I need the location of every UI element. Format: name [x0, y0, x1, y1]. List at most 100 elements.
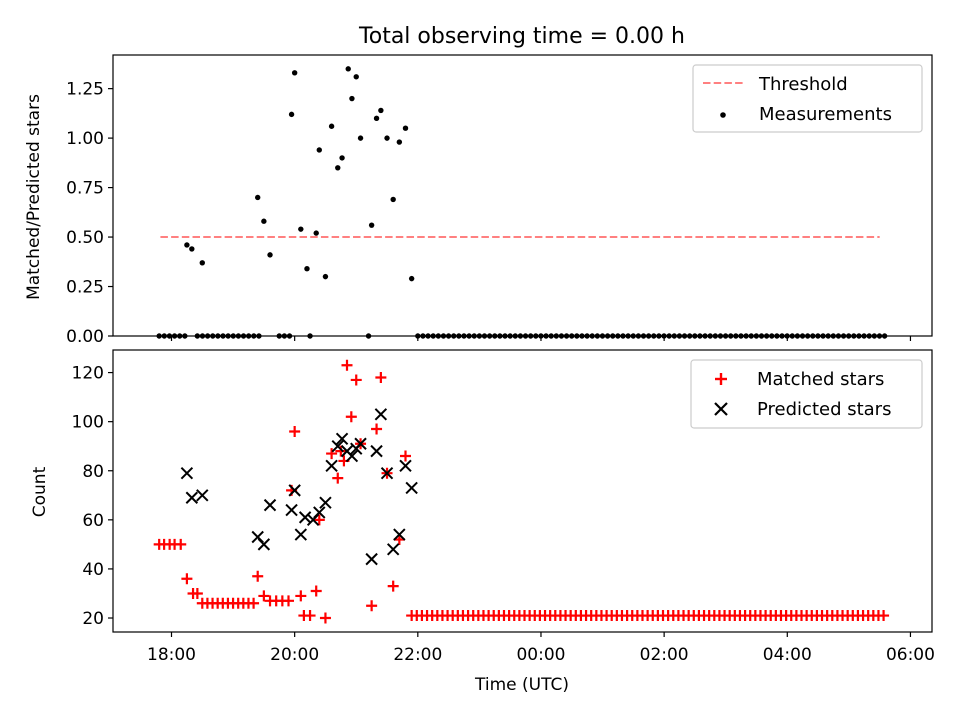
- matched-star-point: [387, 580, 399, 592]
- matched-star-point: [332, 472, 344, 484]
- matched-star-point: [283, 595, 294, 607]
- predicted-star-point: [405, 481, 418, 495]
- count-legend-box: [690, 359, 923, 429]
- measurement-point: [339, 155, 345, 161]
- predicted-star-point: [331, 440, 344, 453]
- predicted-star-point: [325, 459, 338, 473]
- count-legend: Matched stars Predicted stars: [690, 359, 923, 429]
- count-y-tick-label: 120: [72, 364, 104, 384]
- predicted-star-point: [335, 432, 349, 446]
- x-tick-label: 18:00: [147, 645, 196, 665]
- matched-star-point: [289, 425, 301, 437]
- measurement-point: [255, 194, 261, 201]
- measurement-point: [345, 66, 351, 72]
- matched-star-point: [350, 374, 362, 386]
- measurement-point: [288, 111, 295, 118]
- count-y-ticks: 20 40 60 80 100 120: [72, 364, 113, 629]
- measurement-point: [384, 135, 390, 141]
- legend-matched-swatch: [715, 373, 727, 385]
- count-y-tick-label: 80: [82, 462, 104, 482]
- matched-star-point: [375, 371, 387, 383]
- legend-measurements-label: Measurements: [759, 104, 892, 125]
- measurement-point: [402, 125, 409, 131]
- legend-predicted-label: Predicted stars: [757, 399, 891, 420]
- measurement-point: [373, 115, 380, 122]
- measurement-point: [353, 74, 359, 80]
- predicted-star-point: [263, 498, 277, 512]
- measurement-point: [322, 273, 329, 280]
- predicted-star-point: [354, 437, 367, 450]
- count-marks: [153, 359, 890, 624]
- measurement-point: [349, 95, 355, 102]
- matched-star-point: [878, 610, 890, 622]
- ratio-y-tick-label: 1.00: [66, 129, 104, 149]
- predicted-star-point: [196, 489, 209, 502]
- predicted-star-point: [386, 543, 400, 556]
- matched-star-point: [310, 585, 322, 597]
- measurement-point: [291, 70, 298, 76]
- measurement-point: [267, 252, 273, 258]
- predicted-star-point: [374, 408, 388, 421]
- x-tick-label: 04:00: [763, 645, 812, 665]
- measurement-point: [408, 275, 415, 282]
- measurement-point: [261, 218, 267, 224]
- legend-matched-label: Matched stars: [757, 369, 884, 390]
- matched-star-point: [304, 610, 316, 622]
- matched-star-point: [295, 590, 307, 602]
- measurement-point: [304, 266, 310, 272]
- predicted-star-point: [380, 466, 394, 480]
- measurement-point: [390, 196, 396, 203]
- matched-star-point: [345, 411, 357, 423]
- x-tick-label: 02:00: [640, 645, 689, 665]
- matched-star-point: [181, 573, 193, 585]
- ratio-y-tick-label: 0.00: [66, 327, 104, 347]
- matched-star-point: [341, 359, 353, 371]
- predicted-star-point: [285, 503, 298, 517]
- ratio-y-tick-label: 0.50: [66, 228, 104, 248]
- legend-predicted-swatch: [714, 402, 728, 416]
- predicted-star-point: [257, 538, 271, 551]
- count-y-tick-label: 60: [82, 511, 104, 531]
- matched-star-point: [191, 587, 203, 599]
- matched-star-point: [252, 570, 264, 582]
- predicted-star-point: [319, 496, 332, 509]
- x-tick-label: 00:00: [516, 645, 565, 665]
- measurement-point: [335, 165, 341, 171]
- matched-star-point: [175, 538, 187, 550]
- matched-star-point: [400, 450, 411, 462]
- ratio-legend: Threshold Measurements: [692, 64, 923, 133]
- ratio-x-ticks: [170, 336, 912, 341]
- predicted-star-point: [288, 484, 301, 497]
- count-y-tick-label: 20: [82, 609, 104, 629]
- measurement-point: [189, 246, 195, 252]
- legend-threshold-label: Threshold: [758, 74, 848, 95]
- count-y-tick-label: 40: [82, 560, 104, 580]
- measurement-point: [199, 260, 205, 266]
- measurement-point: [184, 242, 190, 248]
- predicted-star-point: [345, 449, 359, 463]
- matched-star-point: [313, 514, 325, 526]
- predicted-star-point: [294, 528, 308, 541]
- matched-star-point: [258, 590, 270, 602]
- predicted-star-point: [185, 491, 199, 504]
- measurement-point: [368, 222, 375, 228]
- predicted-star-point: [365, 552, 378, 566]
- predicted-star-point: [393, 528, 406, 541]
- matched-star-point: [326, 448, 338, 460]
- x-tick-label: 20:00: [270, 645, 319, 665]
- measurement-point: [328, 123, 335, 129]
- measurement-point: [316, 147, 322, 153]
- ratio-y-tick-label: 0.75: [66, 179, 104, 199]
- chart-title: Total observing time = 0.00 h: [358, 24, 685, 49]
- count-panel: Count 20 40 60 80 100 120 18:00 20:00 22:00 00:0…: [30, 349, 935, 695]
- matched-star-point: [319, 612, 331, 624]
- predicted-star-point: [370, 444, 383, 458]
- count-plot-frame: [112, 349, 933, 633]
- measurement-point: [298, 226, 304, 232]
- ratio-panel: Matched/Predicted stars 0.00 0.25 0.50 0.75…: [24, 54, 933, 347]
- ratio-plot-frame: [112, 54, 933, 337]
- predicted-star-point: [298, 511, 312, 524]
- matched-star-point: [335, 445, 347, 457]
- ratio-y-ticks: 0.00 0.25 0.50 0.75 1.00 1.25: [66, 80, 113, 347]
